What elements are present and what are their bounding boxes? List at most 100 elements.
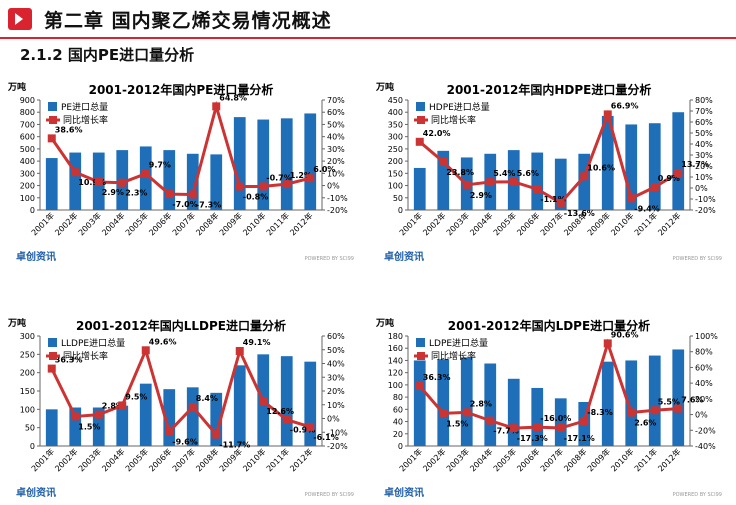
unit-label: 万吨 <box>7 81 26 93</box>
growth-point <box>415 137 424 146</box>
legend-swatch-bar <box>416 102 425 111</box>
bar <box>460 357 473 446</box>
right-tick-label: -20% <box>695 426 716 435</box>
growth-point <box>235 182 244 191</box>
left-tick-label: 250 <box>388 145 403 154</box>
chart-title: 2001-2012年国内LDPE进口量分析 <box>448 318 650 333</box>
growth-line <box>418 109 680 205</box>
growth-data-label: 9.7% <box>149 161 171 170</box>
left-tick-label: 300 <box>20 169 35 178</box>
growth-point <box>118 178 127 187</box>
growth-point <box>580 172 589 181</box>
growth-data-label: -0.7% <box>266 173 292 182</box>
legend-swatch-bar <box>48 102 57 111</box>
left-tick-label: 800 <box>20 108 35 117</box>
growth-data-label: -16.0% <box>540 414 571 423</box>
growth-point <box>212 102 221 111</box>
x-tick-label: 2003年 <box>76 446 103 473</box>
growth-data-label: -0.9% <box>290 426 316 435</box>
growth-data-label: 1.5% <box>78 422 100 431</box>
arrow-icon <box>8 8 32 30</box>
bar <box>139 146 152 210</box>
x-tick-label: 2009年 <box>217 210 244 237</box>
growth-data-label: 2.9% <box>470 191 492 200</box>
chart-pe-import: 万吨 2001-2012年国内PE进口量分析 0 100 200 300 400 500 600… <box>4 70 366 265</box>
left-tick-label: 400 <box>388 108 403 117</box>
left-tick-label: 400 <box>20 157 35 166</box>
growth-data-label: 2.3% <box>125 189 147 198</box>
x-tick-label: 2010年 <box>241 446 268 473</box>
left-tick-label: 450 <box>388 96 403 105</box>
x-tick-label: 2010年 <box>609 446 636 473</box>
right-tick-label: 50% <box>327 120 345 129</box>
x-tick-label: 2004年 <box>100 210 127 237</box>
x-tick-label: 2007年 <box>538 446 565 473</box>
growth-data-label: 5.6% <box>517 169 539 178</box>
growth-point <box>306 422 315 431</box>
growth-data-label: 10.9% <box>78 178 106 187</box>
x-tick-label: 2007年 <box>170 210 197 237</box>
right-tick-label: 30% <box>327 145 345 154</box>
growth-point <box>259 397 268 406</box>
legend-label-bar: LLDPE进口总量 <box>61 337 125 349</box>
x-tick-label: 2012年 <box>288 210 315 237</box>
growth-point <box>47 364 56 373</box>
bar <box>186 387 199 446</box>
chart-title: 2001-2012年国内PE进口量分析 <box>89 82 274 97</box>
bar <box>45 158 58 210</box>
x-tick-label: 2005年 <box>491 446 518 473</box>
right-tick-label: 80% <box>695 348 713 357</box>
growth-point <box>486 178 495 187</box>
x-tick-label: 2005年 <box>123 210 150 237</box>
powered-by-watermark: POWERED BY SCI99 <box>305 492 354 498</box>
legend-swatch-marker <box>49 352 57 360</box>
growth-point <box>580 417 589 426</box>
bar <box>648 123 661 210</box>
left-tick-label: 160 <box>388 344 403 353</box>
right-tick-label: 20% <box>695 162 713 171</box>
right-tick-label: 0% <box>327 182 340 191</box>
growth-point <box>212 430 221 439</box>
growth-data-label: 8.4% <box>196 394 218 403</box>
right-tick-label: 40% <box>327 360 345 369</box>
growth-data-label: -8.3% <box>587 408 613 417</box>
right-tick-label: 70% <box>695 107 713 116</box>
x-tick-label: 2010年 <box>609 210 636 237</box>
growth-point <box>259 182 268 191</box>
left-tick-label: 200 <box>20 369 35 378</box>
x-tick-label: 2006年 <box>147 446 174 473</box>
x-tick-label: 2005年 <box>491 210 518 237</box>
x-tick-label: 2005年 <box>123 446 150 473</box>
growth-data-label: -17.1% <box>564 434 595 443</box>
x-tick-label: 2002年 <box>421 210 448 237</box>
right-tick-label: -10% <box>695 195 716 204</box>
x-tick-label: 2003年 <box>444 446 471 473</box>
right-tick-label: 10% <box>695 173 713 182</box>
unit-label: 万吨 <box>7 317 26 329</box>
growth-data-label: 6.0% <box>313 165 335 174</box>
growth-point <box>94 178 103 187</box>
bar <box>672 112 685 210</box>
bar <box>163 389 176 446</box>
chart-lldpe-import: 万吨 2001-2012年国内LLDPE进口量分析 0 50 100 150 200 250 3… <box>4 306 366 501</box>
right-tick-label: 30% <box>695 151 713 160</box>
bar <box>601 361 614 446</box>
x-tick-label: 2011年 <box>632 446 659 473</box>
growth-point <box>188 402 197 411</box>
growth-data-label: -17.3% <box>517 434 548 443</box>
growth-data-label: -0.8% <box>243 193 269 202</box>
bar <box>304 361 317 446</box>
left-tick-label: 150 <box>20 387 35 396</box>
right-tick-label: 0% <box>695 184 708 193</box>
bar <box>210 154 223 210</box>
growth-point <box>650 406 659 415</box>
bar <box>554 398 567 446</box>
growth-data-label: 66.9% <box>611 101 639 110</box>
growth-point <box>462 180 471 189</box>
growth-data-label: 13.7% <box>681 160 709 169</box>
legend-label-line: 同比增长率 <box>63 114 108 126</box>
left-tick-label: 20 <box>393 430 403 439</box>
growth-data-label: 64.8% <box>219 93 247 102</box>
growth-point <box>603 110 612 119</box>
left-tick-label: 250 <box>20 350 35 359</box>
